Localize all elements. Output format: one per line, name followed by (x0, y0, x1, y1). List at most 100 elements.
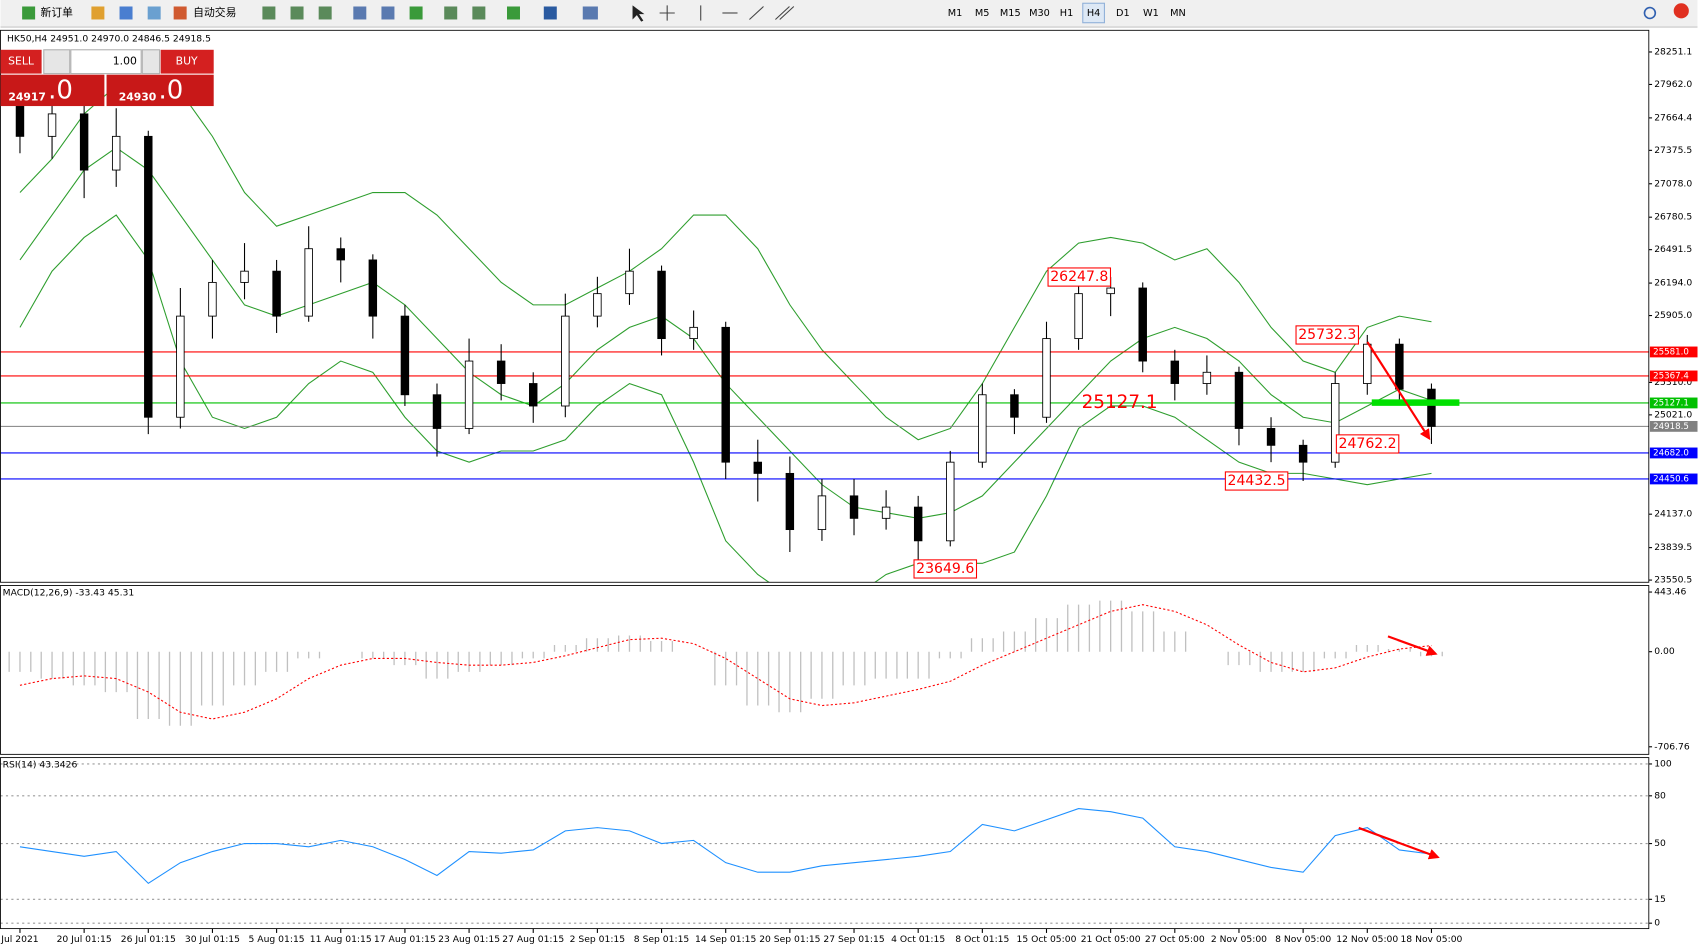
y-tick-label: -706.76 (1654, 741, 1690, 752)
support-zone (1371, 399, 1460, 406)
buy-button[interactable] (160, 49, 214, 74)
zoom-out[interactable] (381, 6, 395, 20)
y-tick-label: 27078.0 (1654, 178, 1692, 189)
candle-body (111, 135, 121, 171)
candle-body (208, 281, 217, 317)
x-tick-label: 8 Nov 05:00 (1275, 934, 1331, 945)
buy-label[interactable]: BUY (176, 55, 198, 68)
price-level-tag (1649, 447, 1698, 459)
new-order-icon[interactable] (22, 6, 36, 20)
candle-body (529, 383, 538, 407)
lots-down[interactable] (43, 49, 71, 75)
bid-price[interactable]: 24917 (8, 90, 46, 103)
candle-body (79, 113, 89, 171)
auto-trading-icon[interactable] (173, 6, 187, 20)
y-tick-label: 100 (1654, 758, 1672, 769)
candle-body (1138, 287, 1147, 362)
timeframe[interactable]: M5 (975, 8, 990, 19)
x-tick-label: 4 Oct 01:15 (891, 934, 945, 945)
candle-body (176, 315, 185, 418)
buy-price[interactable] (106, 74, 214, 107)
auto-trading[interactable]: 自动交易 (193, 5, 236, 19)
down-arrow (1387, 635, 1438, 656)
y-tick-label: 27375.5 (1654, 145, 1692, 156)
toolbar-icon[interactable] (91, 6, 105, 20)
toolbar-icon[interactable] (444, 6, 458, 20)
candle-body (496, 360, 506, 384)
sell-button[interactable] (0, 49, 42, 74)
toolbar-icon[interactable] (472, 6, 486, 20)
candle-body (144, 135, 153, 418)
annotation-box (1224, 471, 1289, 491)
trend-tool[interactable] (749, 6, 764, 20)
timeframe[interactable]: M30 (1029, 8, 1050, 19)
price-level-tag (1649, 346, 1698, 358)
ask-fraction[interactable]: .0 (159, 75, 184, 105)
channel-tool[interactable] (775, 6, 795, 20)
one-click-trading: SELL 1.00 BUY 24917 .0 24930 .0 (0, 49, 214, 107)
sell-price[interactable] (0, 74, 105, 107)
price-level-label: 24918.5 (1653, 422, 1689, 432)
lots-value[interactable]: 1.00 (113, 55, 137, 68)
new-order[interactable]: 新订单 (41, 5, 74, 19)
active-timeframe[interactable] (1082, 2, 1105, 24)
ask-price[interactable]: 24930 (119, 90, 157, 103)
axes: 28251.1 27962.0 27664.4 27375.5 27078.0 26780… (0, 46, 1698, 945)
candle-body (817, 495, 827, 531)
rsi-panel (0, 763, 1649, 924)
zoom-in[interactable] (353, 6, 367, 20)
candle-body (1427, 388, 1436, 427)
timeframe[interactable]: M15 (1000, 8, 1021, 19)
timeframe[interactable]: H1 (1060, 8, 1074, 19)
indicators[interactable] (506, 6, 520, 20)
x-tick-label: 11 Aug 01:15 (310, 934, 372, 945)
x-tick-label: 12 Nov 05:00 (1336, 934, 1398, 945)
sell-label[interactable]: SELL (8, 55, 34, 68)
candle-body (689, 326, 698, 340)
toolbar-icon[interactable] (409, 6, 423, 20)
x-tick-label: 2 Nov 05:00 (1211, 934, 1267, 945)
candle-body (15, 102, 25, 137)
timeframe[interactable]: W1 (1143, 8, 1159, 19)
candle-body (721, 326, 730, 463)
periods[interactable] (543, 6, 557, 20)
bollinger-upper (19, 79, 1432, 441)
price-level-label: 25127.1 (1653, 398, 1689, 408)
toolbar-icon[interactable] (119, 6, 133, 20)
toolbar-icon[interactable] (147, 6, 161, 20)
toolbar-icon[interactable] (262, 6, 276, 20)
search[interactable] (1643, 6, 1657, 20)
annotation-box (1335, 434, 1400, 454)
crosshair-tool[interactable] (659, 5, 675, 21)
notifications[interactable] (1673, 3, 1689, 19)
macd-border (0, 585, 1650, 755)
cursor-tool[interactable] (632, 5, 645, 22)
candle-body (946, 461, 955, 542)
templates[interactable] (582, 6, 598, 20)
timeframe[interactable]: M1 (948, 8, 963, 19)
candle-body (1363, 343, 1372, 384)
timeframe[interactable]: D1 (1116, 8, 1130, 19)
y-tick-label: 443.46 (1654, 587, 1686, 598)
timeframe[interactable]: H4 (1087, 8, 1101, 19)
y-tick-label: 25905.0 (1654, 310, 1692, 321)
lots-input[interactable] (70, 49, 142, 75)
candle-body (1010, 394, 1019, 418)
annotation-box (913, 559, 978, 579)
timeframe[interactable]: MN (1170, 8, 1186, 19)
bollinger-lower (19, 214, 1432, 583)
candle-body (913, 506, 923, 542)
rsi-border (0, 757, 1650, 930)
lots-up[interactable] (141, 49, 161, 75)
bid-fraction[interactable]: .0 (48, 75, 73, 105)
candle-body (1202, 371, 1212, 384)
y-tick-label: 26194.0 (1654, 278, 1692, 289)
price-level-label: 24682.0 (1653, 448, 1689, 458)
y-tick-label: 15 (1654, 894, 1666, 905)
candle-body (368, 259, 378, 317)
y-tick-label: 23550.5 (1654, 575, 1692, 586)
candle-body (561, 315, 570, 407)
toolbar-icon[interactable] (290, 6, 304, 20)
toolbar-icon[interactable] (318, 6, 332, 20)
